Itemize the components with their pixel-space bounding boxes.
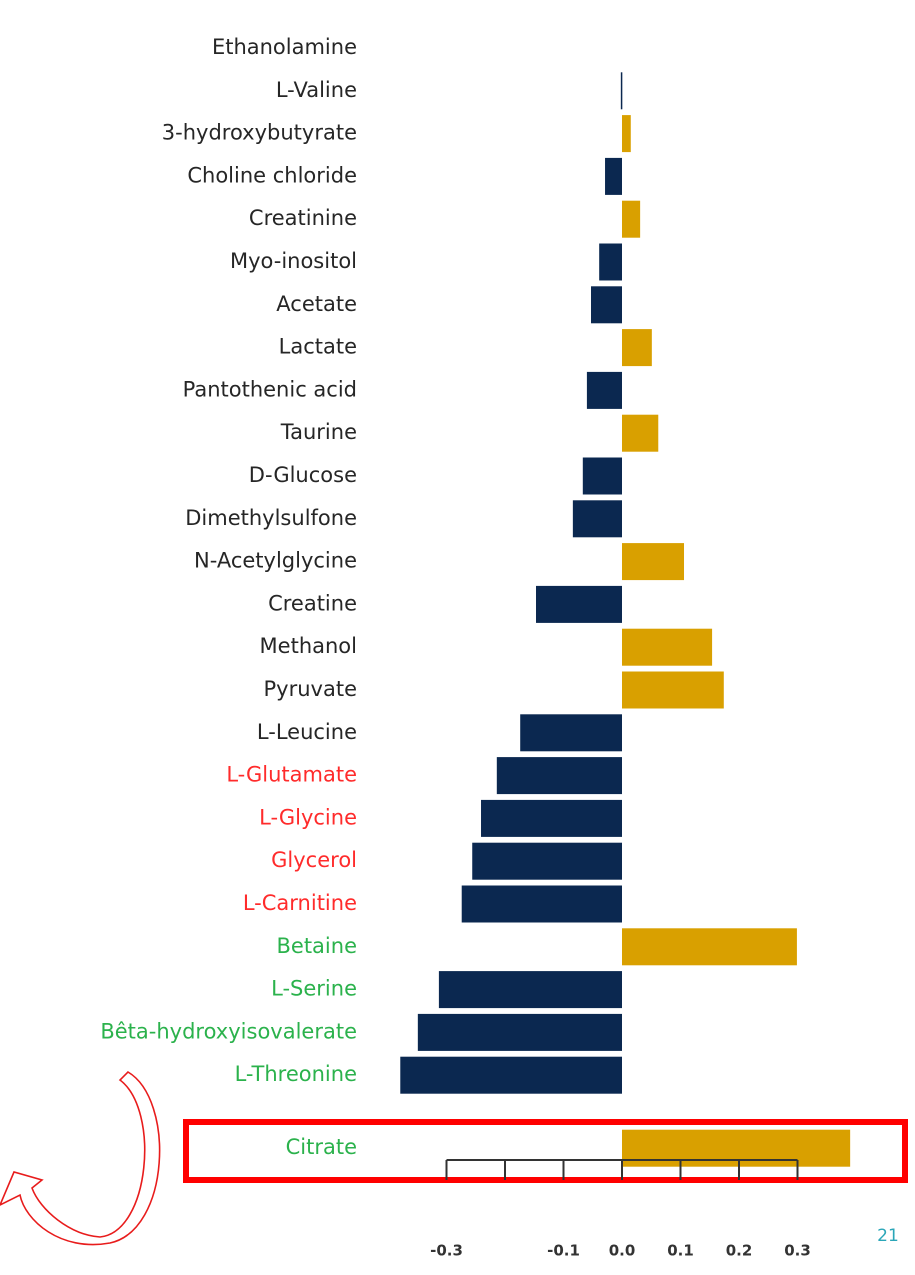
bar <box>622 671 724 709</box>
bar <box>496 757 622 795</box>
bar <box>590 286 622 324</box>
bar <box>582 457 622 495</box>
category-label: L-Glutamate <box>226 763 357 787</box>
category-label: N-Acetylglycine <box>194 549 357 573</box>
category-label: Lactate <box>279 335 357 359</box>
bar <box>461 885 622 923</box>
bar <box>622 928 797 966</box>
bar <box>481 799 622 837</box>
bar <box>622 414 659 452</box>
x-tick-label: 0.2 <box>726 1242 753 1260</box>
category-label: Dimethylsulfone <box>185 506 357 530</box>
bar <box>400 1056 622 1094</box>
category-label: L-Leucine <box>257 720 357 744</box>
bar <box>605 157 622 195</box>
bar <box>472 842 622 880</box>
bar <box>536 585 622 623</box>
category-label: L-Threonine <box>235 1062 357 1086</box>
bar <box>599 243 622 281</box>
bar <box>572 500 622 538</box>
x-tick-label: 0.1 <box>667 1242 694 1260</box>
category-label: Glycerol <box>271 848 357 872</box>
category-label: Bêta-hydroxyisovalerate <box>100 1019 357 1043</box>
bar <box>622 115 631 153</box>
bar <box>620 72 623 110</box>
category-label: Taurine <box>280 420 357 444</box>
category-label: Pyruvate <box>264 677 358 701</box>
page-number: 21 <box>877 1226 899 1246</box>
category-label: L-Carnitine <box>243 891 357 915</box>
category-label: L-Valine <box>276 78 357 102</box>
category-label: Ethanolamine <box>212 35 357 59</box>
bar <box>586 371 622 409</box>
category-label: Acetate <box>276 292 357 316</box>
bar <box>520 714 622 752</box>
bar <box>417 1013 622 1051</box>
bar <box>622 543 685 581</box>
category-label: Pantothenic acid <box>183 377 357 401</box>
highlight-box <box>183 1119 908 1183</box>
category-label: 3-hydroxybutyrate <box>162 121 357 145</box>
category-label: D-Glucose <box>249 463 357 487</box>
x-tick-label: 0.0 <box>609 1242 636 1260</box>
x-tick-label: -0.3 <box>430 1242 463 1260</box>
bar <box>622 329 652 367</box>
x-tick-label: -0.1 <box>547 1242 580 1260</box>
category-label: L-Glycine <box>259 805 357 829</box>
bar <box>622 1129 851 1167</box>
category-label: Myo-inositol <box>230 249 357 273</box>
bar <box>622 200 641 238</box>
x-tick-label: 0.3 <box>784 1242 811 1260</box>
category-label: Creatine <box>268 591 357 615</box>
bar <box>622 628 713 666</box>
bar <box>438 971 622 1009</box>
category-label: Choline chloride <box>187 163 357 187</box>
category-label: Betaine <box>277 934 358 958</box>
category-label: Creatinine <box>249 206 357 230</box>
curved-arrow <box>0 1070 161 1246</box>
category-label: Methanol <box>260 634 357 658</box>
category-label: Citrate <box>286 1135 357 1159</box>
category-label: L-Serine <box>271 977 357 1001</box>
